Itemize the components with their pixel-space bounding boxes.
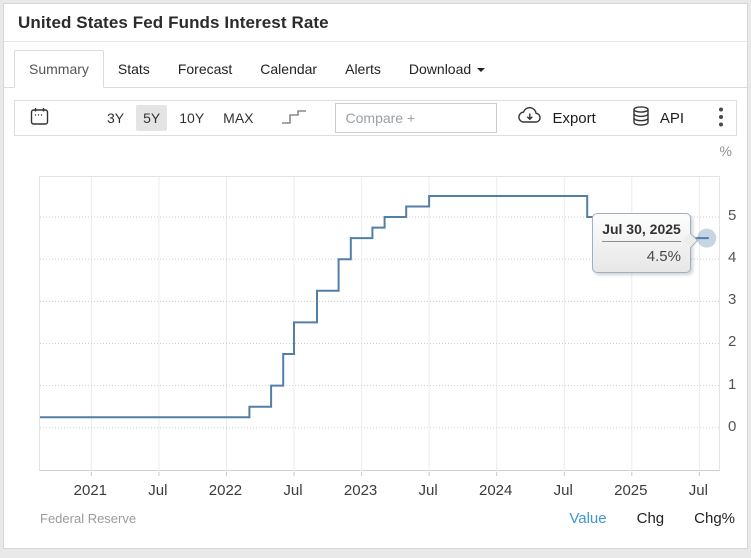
calendar-button[interactable]	[29, 106, 50, 130]
x-tick-label: 2025	[614, 482, 648, 499]
mode-link-value[interactable]: Value	[569, 510, 607, 527]
tooltip-value: 4.5%	[646, 248, 681, 265]
title-divider	[4, 41, 747, 42]
x-tick-label: Jul	[688, 482, 708, 499]
compare-input[interactable]	[334, 103, 497, 133]
caret-down-icon	[477, 68, 486, 72]
footer: Federal Reserve Value Chg Chg%	[4, 498, 747, 527]
api-button[interactable]: API	[630, 105, 684, 131]
tab-label: Forecast	[177, 61, 233, 77]
range-button-3y[interactable]: 3Y	[100, 105, 131, 131]
plot-area[interactable]: Jul 30, 2025 4.5%	[39, 176, 721, 476]
y-tick-label: 1	[728, 375, 737, 393]
y-axis-unit-label: %	[719, 143, 732, 159]
source-label: Federal Reserve	[40, 511, 137, 526]
x-tick-label: Jul	[553, 482, 573, 499]
calendar-icon	[29, 106, 50, 130]
step-chart-icon	[281, 109, 307, 128]
display-mode-links: Value Chg Chg%	[569, 510, 737, 527]
tab-label: Download	[408, 61, 472, 77]
tab-stats[interactable]: Stats	[104, 51, 164, 87]
y-tick-label: 4	[728, 249, 737, 267]
y-tick-label: 5	[728, 207, 737, 225]
page-title: United States Fed Funds Interest Rate	[18, 13, 329, 32]
x-tick-label: 2021	[73, 482, 108, 499]
chart-region: % Jul 30, 2025 4.5% 0 1 2 3 4 5 2021 Jul 2022 Ju…	[4, 136, 747, 499]
fed-funds-rate-widget: United States Fed Funds Interest Rate Su…	[3, 3, 748, 549]
export-label: Export	[552, 109, 596, 127]
range-button-max[interactable]: MAX	[216, 105, 260, 131]
y-tick-label: 0	[728, 417, 737, 435]
more-options-button[interactable]	[718, 106, 724, 131]
mode-link-chg[interactable]: Chg	[636, 510, 665, 527]
x-tick-label: 2022	[208, 482, 243, 499]
toolbar-right-group: Export API	[516, 105, 724, 131]
kebab-menu-icon	[718, 106, 724, 131]
tab-alerts[interactable]: Alerts	[331, 51, 395, 87]
chart-tooltip: Jul 30, 2025 4.5%	[592, 213, 691, 273]
tab-summary[interactable]: Summary	[14, 50, 104, 88]
database-icon	[630, 105, 652, 131]
tab-bar: Summary Stats Forecast Calendar Alerts Downlo…	[4, 47, 747, 88]
x-tick-label: 2024	[479, 482, 513, 499]
export-button[interactable]: Export	[516, 106, 596, 130]
x-tick-label: 2023	[343, 482, 378, 499]
title-row: United States Fed Funds Interest Rate	[4, 4, 747, 41]
tab-label: Alerts	[345, 61, 381, 77]
tab-label: Stats	[117, 61, 150, 77]
tooltip-date: Jul 30, 2025	[602, 221, 681, 242]
x-tick-label: Jul	[148, 482, 168, 499]
tab-label: Summary	[29, 61, 89, 77]
range-selector: 3Y 5Y 10Y MAX	[100, 105, 261, 131]
tab-forecast[interactable]: Forecast	[164, 51, 246, 87]
tab-calendar[interactable]: Calendar	[246, 51, 331, 87]
range-button-10y[interactable]: 10Y	[172, 105, 211, 131]
x-tick-label: Jul	[418, 482, 438, 499]
tab-download[interactable]: Download	[395, 51, 499, 87]
last-value-marker	[697, 228, 717, 248]
step-chart-type-button[interactable]	[281, 109, 307, 128]
mode-link-chgpct[interactable]: Chg%	[694, 510, 735, 527]
x-tick-label: Jul	[283, 482, 303, 499]
api-label: API	[659, 109, 684, 127]
y-tick-label: 3	[728, 291, 737, 309]
cloud-download-icon	[516, 106, 544, 130]
range-button-5y[interactable]: 5Y	[136, 105, 168, 131]
y-tick-label: 2	[728, 333, 737, 351]
tab-label: Calendar	[260, 61, 318, 77]
